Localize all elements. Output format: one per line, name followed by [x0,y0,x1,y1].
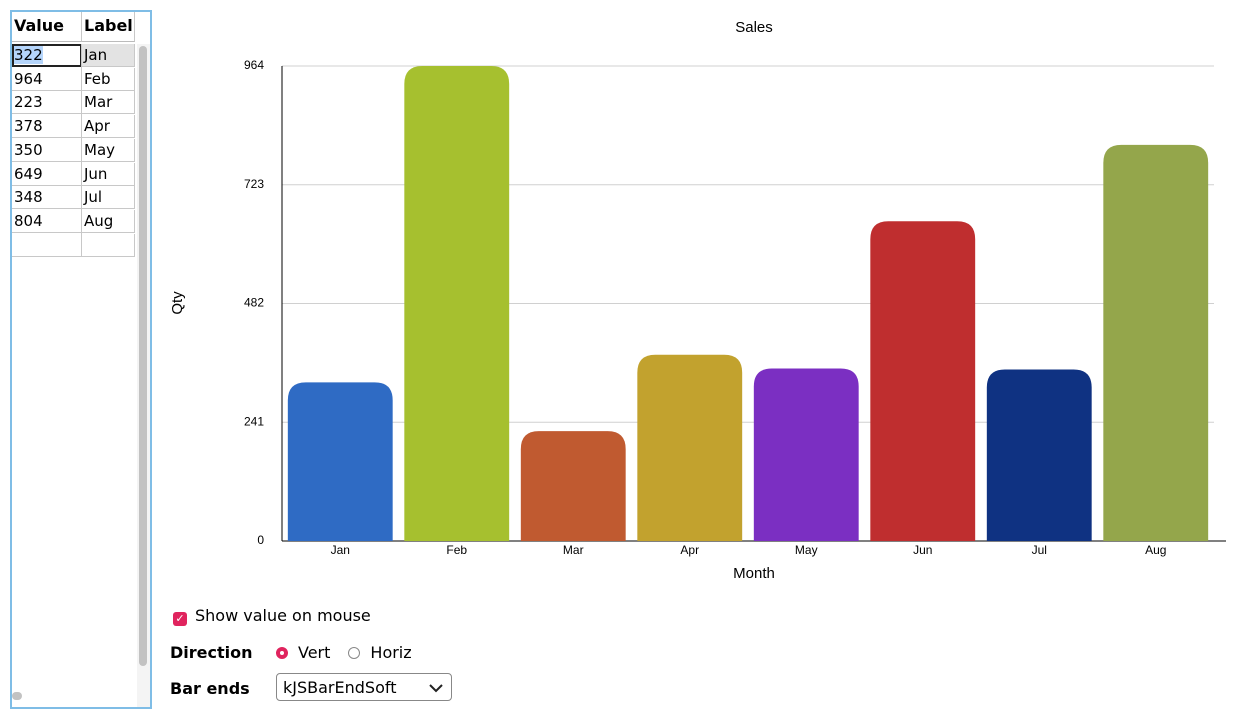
data-table: Value Label 322 Jan 964 Feb 223 Mar 378 Apr 350 M… [10,10,152,709]
label-cell[interactable]: Aug [82,209,135,233]
checkbox[interactable]: ✓ [173,612,187,626]
y-tick-label: 723 [244,177,264,191]
label-cell[interactable]: Jul [82,186,135,210]
value-cell[interactable]: 322 [12,44,82,67]
radio-option[interactable]: Vert [276,643,330,662]
selected-text: 322 [14,46,43,64]
bar [404,66,510,541]
y-axis-label: Qty [169,291,186,315]
x-tick-label: Feb [446,543,467,557]
label-cell[interactable] [82,233,135,257]
radio-label: Horiz [370,643,412,662]
label-cell[interactable]: May [82,138,135,162]
y-tick-label: 964 [244,58,264,72]
bar [986,369,1092,541]
chart-title: Sales [735,19,773,36]
radio-button[interactable] [276,647,288,659]
x-tick-label: Jun [913,543,932,557]
scrollbar-thumb[interactable] [139,46,147,666]
x-tick-label: Mar [563,543,584,557]
bar [870,221,976,542]
bar [287,382,393,541]
direction-label: Direction [170,643,253,662]
y-tick-label: 0 [257,533,264,547]
header-cell: Value [12,12,82,42]
h-scrollbar-thumb[interactable] [12,692,22,700]
bar-ends-select[interactable]: kJSBarEndSoft [276,673,452,701]
label-cell[interactable]: Mar [82,91,135,115]
chart: Sales Month Qty 0 241 482 723 964 Jan Feb Mar Ap… [169,19,1226,582]
y-tick-label: 482 [244,296,264,310]
label-cell[interactable]: Feb [82,67,135,91]
checkbox-label: Show value on mouse [195,606,371,625]
bar [753,368,859,541]
select-arrow [429,684,443,693]
radio-option[interactable]: Horiz [348,643,412,662]
header-cell: Label [82,12,135,42]
show-value-control: ✓ Show value on mouse [173,606,371,626]
radio-label: Vert [298,643,331,662]
bar [637,354,743,541]
direction-radios: Vert Horiz [276,643,430,662]
label-cell[interactable]: Apr [82,115,135,139]
y-tick-label: 241 [244,414,264,428]
x-tick-label: Aug [1145,543,1166,557]
bar [520,431,626,541]
x-tick-label: Jul [1032,543,1047,557]
x-tick-label: Apr [680,543,699,557]
bar-ends-label: Bar ends [170,679,250,698]
radio-button[interactable] [348,647,361,659]
column-line [81,44,82,258]
x-tick-label: Jan [331,543,350,557]
select-value: kJSBarEndSoft [283,678,397,697]
label-cell[interactable]: Jan [82,44,135,67]
x-tick-label: May [795,543,818,557]
bar [1103,144,1209,541]
x-axis-label: Month [733,565,775,582]
label-cell[interactable]: Jun [82,162,135,186]
